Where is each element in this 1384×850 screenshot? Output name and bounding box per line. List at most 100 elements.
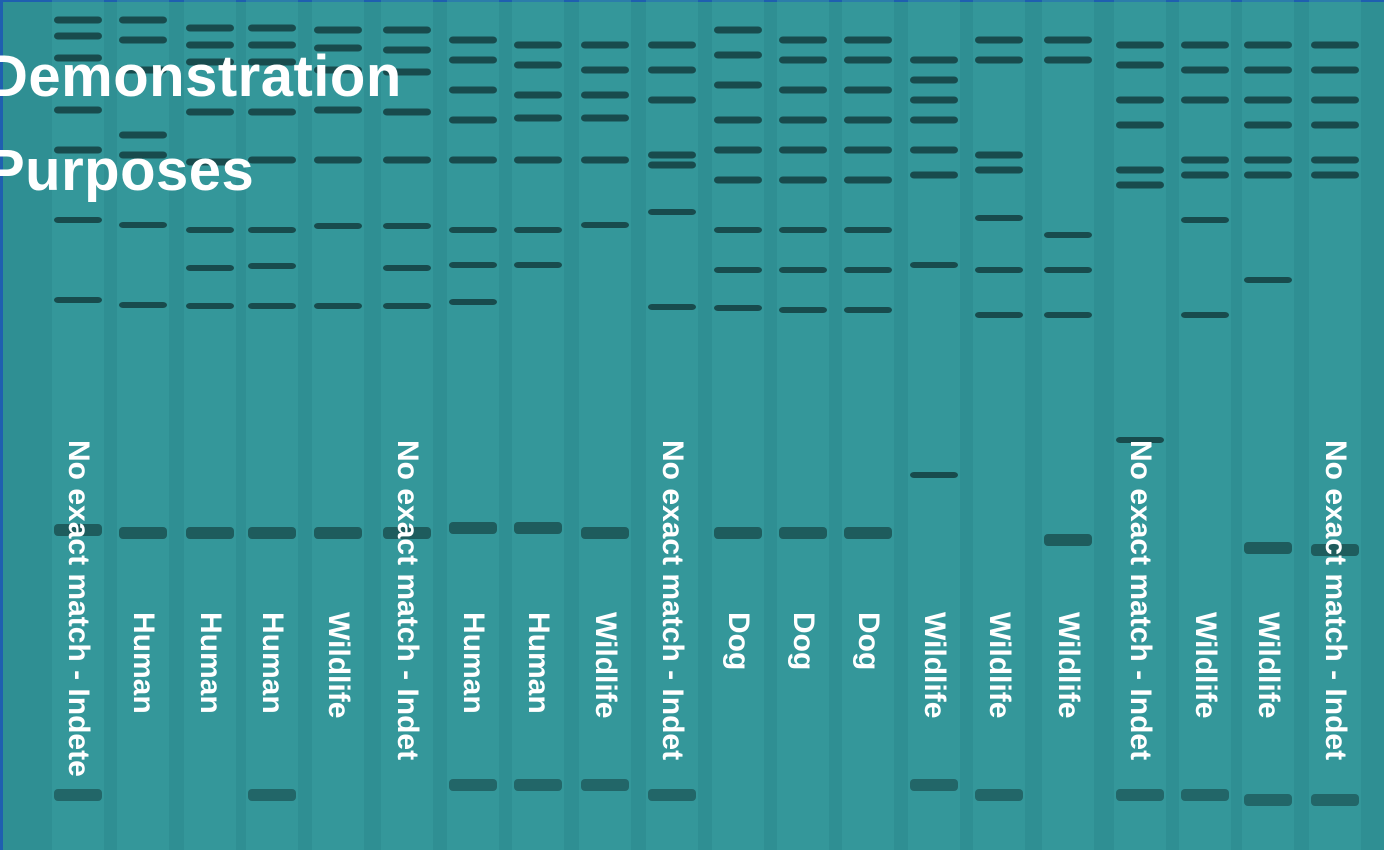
band [844, 176, 892, 184]
band [186, 227, 234, 233]
band [54, 32, 102, 40]
lane-label-5: Wildlife [322, 612, 355, 719]
band [54, 789, 102, 801]
band [54, 217, 102, 223]
band [779, 36, 827, 44]
band [714, 81, 762, 89]
band [314, 303, 362, 309]
band [714, 146, 762, 154]
band [910, 779, 958, 791]
band [1116, 789, 1164, 801]
band [975, 166, 1023, 174]
title-line-2: Purposes [0, 138, 255, 203]
band [1044, 312, 1092, 318]
band [314, 223, 362, 229]
lane-3 [184, 0, 236, 850]
band [714, 305, 762, 311]
lane-9 [579, 0, 631, 850]
lane-label-2: Human [127, 612, 160, 714]
lane-label-4: Human [256, 612, 289, 714]
band [1181, 171, 1229, 179]
lane-label-14: Wildlife [918, 612, 951, 719]
band [248, 24, 296, 32]
lane-17 [1114, 0, 1166, 850]
band [844, 116, 892, 124]
band [1116, 61, 1164, 69]
lane-2 [117, 0, 169, 850]
band [186, 158, 234, 166]
lane-11 [712, 0, 764, 850]
band [1244, 794, 1292, 806]
band [1311, 121, 1359, 129]
lane-label-3: Human [194, 612, 227, 714]
band [383, 265, 431, 271]
band [248, 58, 296, 66]
band [1244, 121, 1292, 129]
band [844, 36, 892, 44]
band [844, 56, 892, 64]
band [844, 527, 892, 539]
band [1116, 437, 1164, 443]
band [383, 46, 431, 54]
band [1244, 41, 1292, 49]
band [714, 267, 762, 273]
band [1244, 277, 1292, 283]
band [383, 26, 431, 34]
band [910, 262, 958, 268]
band [779, 56, 827, 64]
band [648, 161, 696, 169]
band [1181, 66, 1229, 74]
band [1044, 534, 1092, 546]
band [1181, 96, 1229, 104]
band [910, 146, 958, 154]
lane-label-1: No exact match - Indete [62, 440, 95, 777]
band [449, 56, 497, 64]
band [714, 26, 762, 34]
band [383, 223, 431, 229]
band [581, 66, 629, 74]
band [1181, 789, 1229, 801]
band [186, 41, 234, 49]
band [186, 58, 234, 66]
lane-15 [973, 0, 1025, 850]
lane-1 [52, 0, 104, 850]
lane-6 [381, 0, 433, 850]
band [514, 262, 562, 268]
band [714, 527, 762, 539]
band [119, 131, 167, 139]
band [779, 146, 827, 154]
band [975, 789, 1023, 801]
band [648, 96, 696, 104]
band [514, 779, 562, 791]
band [779, 267, 827, 273]
lane-label-8: Human [522, 612, 555, 714]
band [449, 779, 497, 791]
band [910, 472, 958, 478]
band [648, 151, 696, 159]
lane-10 [646, 0, 698, 850]
band [648, 209, 696, 215]
band [314, 26, 362, 34]
band [975, 267, 1023, 273]
band [779, 527, 827, 539]
band [581, 114, 629, 122]
band [54, 16, 102, 24]
band [1311, 171, 1359, 179]
band [1116, 96, 1164, 104]
band [54, 106, 102, 114]
lane-label-11: Dog [722, 612, 755, 671]
band [514, 114, 562, 122]
band [581, 156, 629, 164]
band [383, 156, 431, 164]
band [186, 265, 234, 271]
band [1244, 66, 1292, 74]
band [314, 44, 362, 52]
lane-label-10: No exact match - Indet [656, 440, 689, 761]
band [975, 215, 1023, 221]
lane-label-6: No exact match - Indet [391, 440, 424, 761]
band [54, 54, 102, 62]
lane-label-13: Dog [852, 612, 885, 671]
lane-label-7: Human [457, 612, 490, 714]
lane-14 [908, 0, 960, 850]
